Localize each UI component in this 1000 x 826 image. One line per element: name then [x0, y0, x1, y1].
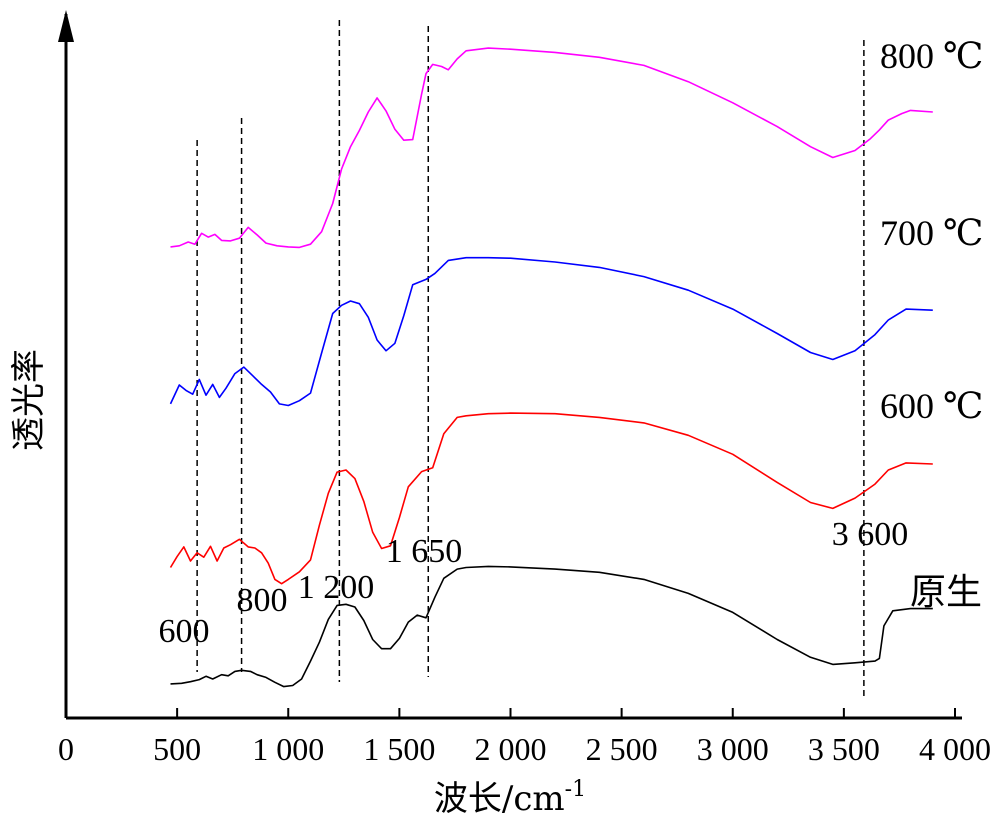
peak-label: 1 200	[298, 569, 375, 606]
series-line	[169, 256, 933, 407]
spectra-series	[169, 47, 933, 688]
y-axis-title: 透光率	[9, 349, 49, 451]
peak-labels: 600 800 1 200 1 650 3 600	[159, 516, 909, 650]
x-ticks: 0 500 1 000 1 500 2 000 2 500 3 000 3 500 4 000	[58, 708, 991, 767]
series-line	[170, 47, 933, 249]
x-tick-label: 3 500	[808, 731, 880, 767]
series-line	[169, 412, 933, 585]
peak-label: 3 600	[832, 516, 909, 553]
series-line	[170, 565, 933, 688]
x-axis-title-sup: -1	[565, 777, 586, 802]
y-axis-arrow	[58, 10, 74, 42]
reference-lines	[196, 20, 865, 700]
series-label: 800 ℃	[880, 36, 983, 76]
peak-label: 800	[237, 582, 288, 619]
x-tick-label: 1 000	[252, 731, 324, 767]
series-label: 原生	[910, 572, 982, 612]
x-axis-title-text: 波长/cm	[434, 779, 565, 819]
x-tick-label: 4 000	[919, 731, 991, 767]
x-tick-label: 2 500	[586, 731, 658, 767]
series-labels: 原生 600 ℃ 700 ℃ 800 ℃	[880, 36, 983, 612]
axes	[58, 10, 962, 720]
x-tick-label: 3 000	[697, 731, 769, 767]
peak-label: 600	[159, 613, 210, 650]
x-tick-label: 0	[58, 731, 74, 767]
series-label: 700 ℃	[880, 213, 983, 253]
x-tick-label: 2 000	[475, 731, 547, 767]
series-label: 600 ℃	[880, 386, 983, 426]
peak-label: 1 650	[386, 533, 463, 570]
x-axis-title: 波长/cm-1	[434, 777, 586, 819]
x-tick-label: 500	[153, 731, 201, 767]
x-tick-label: 1 500	[363, 731, 435, 767]
